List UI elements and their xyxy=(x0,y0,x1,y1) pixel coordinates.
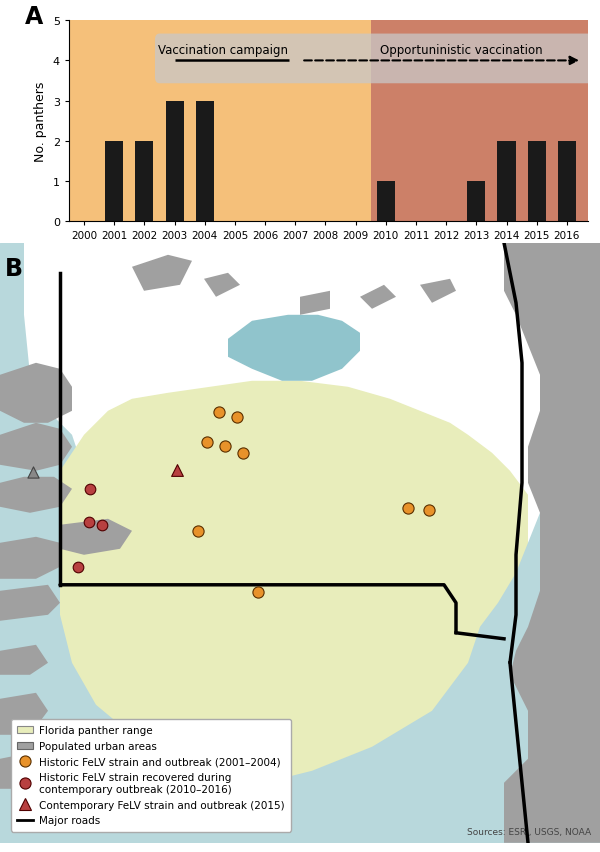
Polygon shape xyxy=(360,285,396,309)
Polygon shape xyxy=(0,477,72,513)
Polygon shape xyxy=(0,537,60,579)
Point xyxy=(85,482,95,496)
Point xyxy=(232,411,242,424)
Text: Vaccination campaign: Vaccination campaign xyxy=(158,43,288,56)
Polygon shape xyxy=(0,693,48,735)
Bar xyxy=(196,101,214,222)
Point xyxy=(73,561,83,574)
Text: B: B xyxy=(5,256,23,280)
Point xyxy=(220,440,230,453)
Point xyxy=(193,524,203,538)
Point xyxy=(403,502,413,515)
Bar xyxy=(497,141,515,222)
Polygon shape xyxy=(0,645,48,675)
Point xyxy=(424,504,434,517)
Text: A: A xyxy=(25,5,43,29)
Point xyxy=(28,465,38,479)
Bar xyxy=(467,181,485,222)
Bar xyxy=(69,21,371,222)
Polygon shape xyxy=(0,585,60,621)
Polygon shape xyxy=(132,256,192,291)
Bar xyxy=(105,141,124,222)
Polygon shape xyxy=(228,315,360,382)
Point xyxy=(202,435,212,449)
Bar xyxy=(371,21,588,222)
Polygon shape xyxy=(0,423,72,471)
Polygon shape xyxy=(60,382,528,783)
Bar xyxy=(558,141,576,222)
Polygon shape xyxy=(0,753,42,789)
Bar xyxy=(377,181,395,222)
Polygon shape xyxy=(0,363,72,423)
Polygon shape xyxy=(420,279,456,303)
Legend: Florida panther range, Populated urban areas, Historic FeLV strain and outbreak : Florida panther range, Populated urban a… xyxy=(11,719,291,832)
Polygon shape xyxy=(0,244,600,556)
Y-axis label: No. panthers: No. panthers xyxy=(34,81,47,162)
Point xyxy=(238,446,248,460)
Text: Opportuninistic vaccination: Opportuninistic vaccination xyxy=(380,43,542,56)
Bar xyxy=(136,141,154,222)
Point xyxy=(97,518,107,532)
Point xyxy=(253,585,263,599)
Polygon shape xyxy=(504,244,600,843)
Point xyxy=(172,463,182,477)
Point xyxy=(84,515,94,529)
Polygon shape xyxy=(204,273,240,297)
FancyBboxPatch shape xyxy=(155,35,593,84)
Text: Sources: ESRI, USGS, NOAA: Sources: ESRI, USGS, NOAA xyxy=(467,826,591,836)
Bar xyxy=(166,101,184,222)
Polygon shape xyxy=(60,519,132,556)
Polygon shape xyxy=(300,291,330,315)
Point xyxy=(214,406,224,419)
Bar xyxy=(527,141,546,222)
